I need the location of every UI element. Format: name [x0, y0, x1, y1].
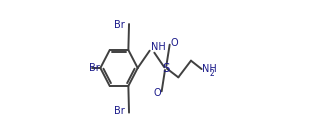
Text: NH: NH	[151, 42, 166, 52]
Text: Br: Br	[114, 20, 125, 30]
Text: O: O	[153, 88, 161, 98]
Text: NH: NH	[202, 64, 217, 74]
Text: S: S	[162, 61, 169, 75]
Text: 2: 2	[210, 69, 214, 78]
Text: O: O	[170, 38, 178, 48]
Text: Br: Br	[89, 63, 100, 73]
Text: Br: Br	[114, 106, 125, 116]
